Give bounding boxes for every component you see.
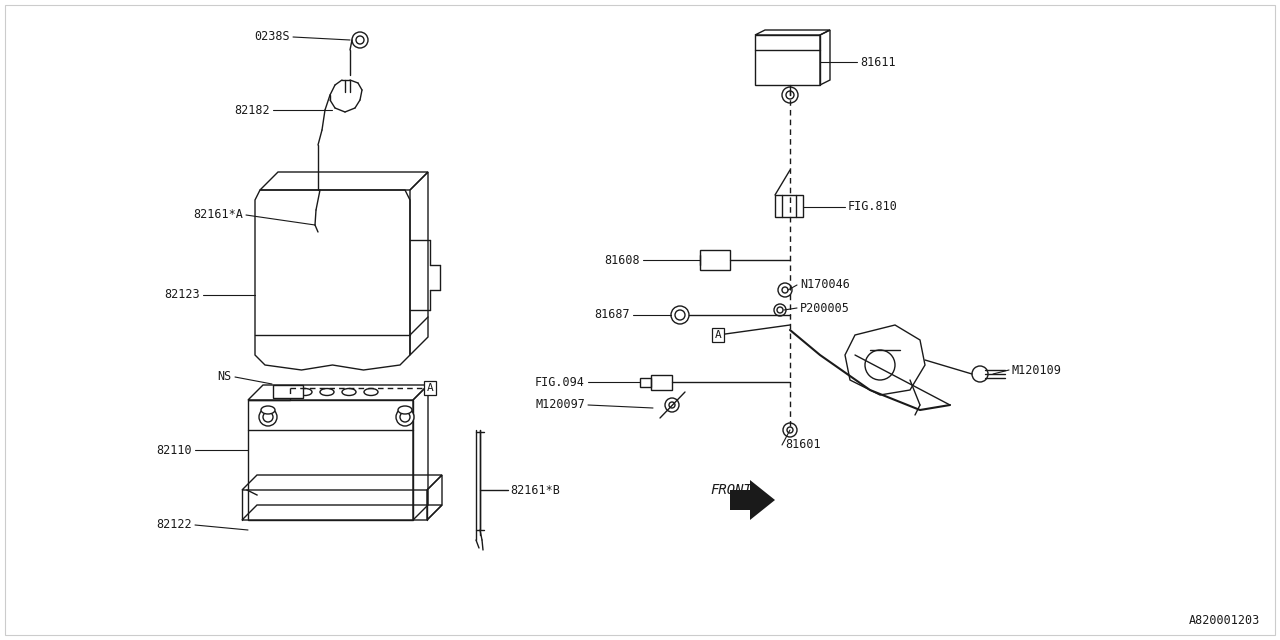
Text: 82110: 82110	[156, 444, 192, 456]
Circle shape	[669, 402, 675, 408]
Text: A820001203: A820001203	[1189, 614, 1260, 627]
Circle shape	[396, 408, 413, 426]
Ellipse shape	[398, 406, 412, 414]
Text: M120097: M120097	[535, 399, 585, 412]
Circle shape	[262, 412, 273, 422]
Circle shape	[259, 408, 276, 426]
Text: N170046: N170046	[800, 278, 850, 291]
Circle shape	[777, 307, 783, 313]
Circle shape	[786, 91, 794, 99]
Circle shape	[787, 427, 794, 433]
Circle shape	[782, 287, 788, 293]
Text: A: A	[714, 330, 722, 340]
Text: M120109: M120109	[1012, 364, 1062, 376]
Text: 81611: 81611	[860, 56, 896, 68]
Text: 82161*A: 82161*A	[193, 209, 243, 221]
Text: FRONT: FRONT	[710, 483, 751, 497]
Polygon shape	[730, 480, 774, 520]
Text: 82182: 82182	[234, 104, 270, 116]
Text: A: A	[426, 383, 434, 393]
Text: FIG.810: FIG.810	[849, 200, 897, 214]
Bar	[273, 385, 303, 398]
Text: 82161*B: 82161*B	[509, 483, 559, 497]
Text: 81687: 81687	[594, 308, 630, 321]
Circle shape	[399, 412, 410, 422]
Text: FIG.094: FIG.094	[535, 376, 585, 388]
Text: 81601: 81601	[785, 438, 820, 451]
Ellipse shape	[261, 406, 275, 414]
Text: 82122: 82122	[156, 518, 192, 531]
Text: 81608: 81608	[604, 253, 640, 266]
Text: NS: NS	[218, 371, 232, 383]
Text: 82123: 82123	[164, 289, 200, 301]
Text: 0238S: 0238S	[255, 31, 291, 44]
Text: P200005: P200005	[800, 301, 850, 314]
Circle shape	[675, 310, 685, 320]
